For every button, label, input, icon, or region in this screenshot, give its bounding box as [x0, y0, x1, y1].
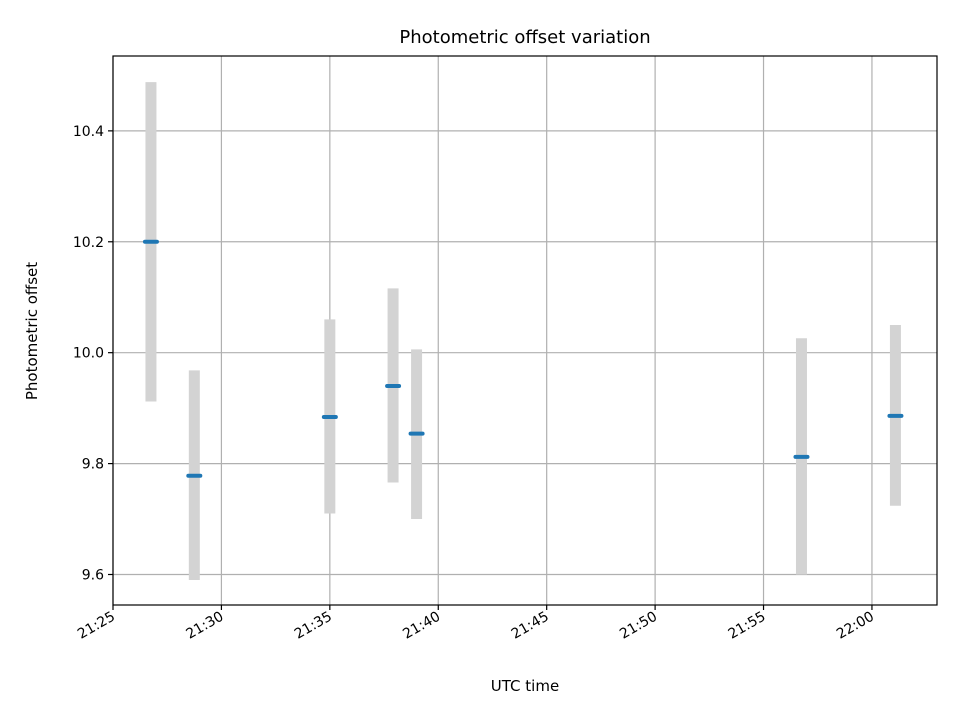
y-tick-label: 9.8: [82, 457, 104, 473]
x-axis: 21:25 21:30 21:35 21:40 21:45 21:50 21:55 22:00: [75, 605, 877, 643]
plot-area-frame: [112, 55, 938, 606]
y-axis-label: Photometric offset: [23, 262, 41, 400]
x-tick-label: 21:50: [617, 609, 660, 643]
x-tick-label: 21:45: [509, 609, 552, 643]
x-tick-label: 21:55: [726, 609, 769, 643]
x-tick-label: 21:25: [75, 609, 118, 643]
x-axis-label: UTC time: [491, 677, 559, 695]
x-tick-label: 21:35: [292, 609, 335, 643]
y-tick-label: 9.6: [82, 568, 104, 584]
chart-title: Photometric offset variation: [399, 27, 650, 48]
data-points: [142, 239, 904, 478]
grid: [112, 56, 937, 605]
x-tick-label: 21:40: [400, 609, 443, 643]
y-axis: 9.6 9.8 10.0 10.2 10.4: [73, 124, 113, 584]
x-tick-label: 21:30: [183, 609, 226, 643]
y-tick-label: 10.4: [73, 124, 104, 140]
y-tick-label: 10.0: [73, 346, 104, 362]
y-tick-label: 10.2: [73, 235, 104, 251]
error-bars: [145, 82, 901, 581]
x-tick-label: 22:00: [834, 609, 877, 643]
